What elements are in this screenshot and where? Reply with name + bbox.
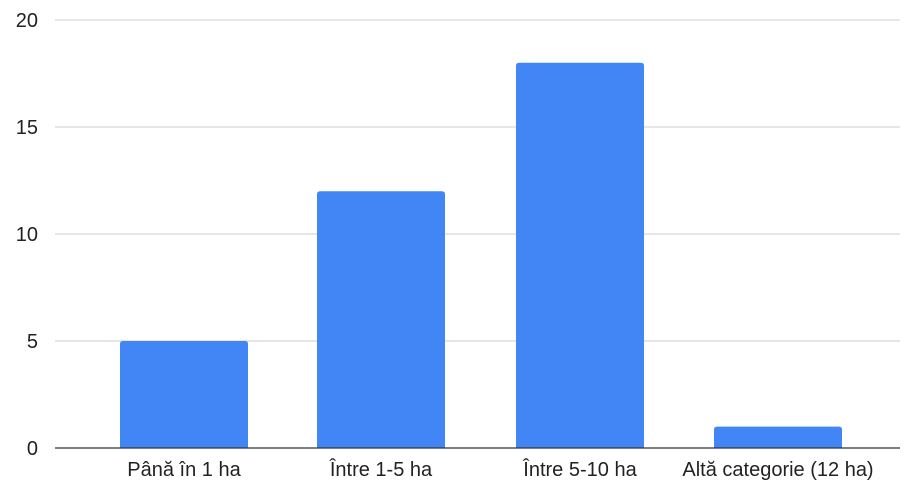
y-tick-label-0: 0 [27, 438, 38, 460]
y-tick-label-15: 15 [16, 117, 38, 139]
bars [120, 62, 842, 449]
x-category-label-4: Altă categorie (12 ha) [682, 459, 873, 481]
x-category-label-3: Între 5-10 ha [522, 458, 637, 481]
gridlines [55, 19, 900, 342]
x-category-label-2: Între 1-5 ha [329, 458, 433, 481]
y-tick-label-10: 10 [16, 224, 38, 246]
y-axis-tick-labels: 0 5 10 15 20 [16, 10, 38, 460]
bar-1 [120, 341, 248, 448]
y-tick-label-5: 5 [27, 331, 38, 353]
bar-4 [714, 426, 842, 448]
bar-3 [516, 62, 644, 449]
x-category-label-1: Până în 1 ha [127, 459, 241, 481]
x-axis-category-labels: Până în 1 ha Între 1-5 ha Între 5-10 ha Alt… [127, 458, 873, 481]
y-tick-label-20: 20 [16, 10, 38, 32]
bar-2 [317, 191, 445, 448]
